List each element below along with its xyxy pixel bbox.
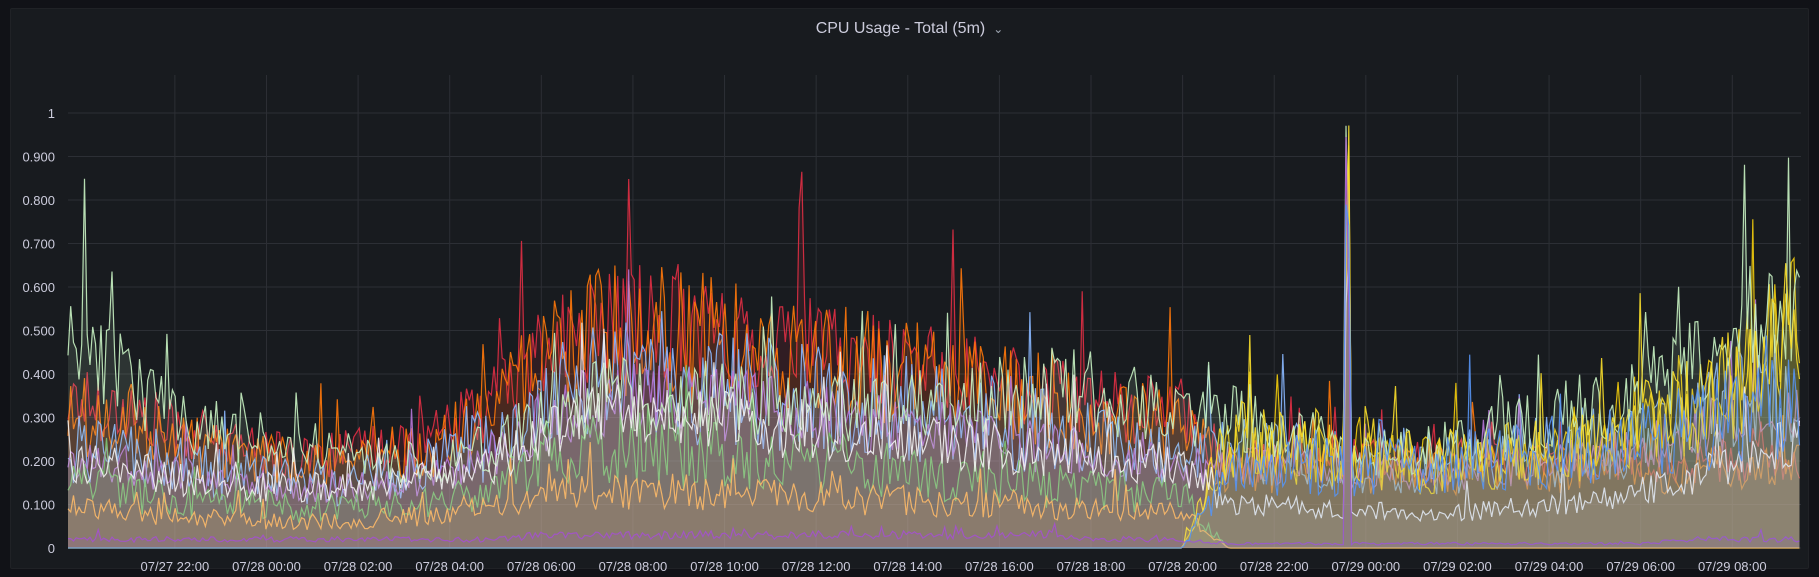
- y-tick-label: 0.300: [22, 411, 55, 426]
- y-tick-label: 0.400: [22, 367, 55, 382]
- series-group: [67, 125, 1801, 549]
- x-tick-label: 07/29 02:00: [1423, 559, 1492, 574]
- y-tick-label: 0.200: [22, 454, 55, 469]
- x-tick-label: 07/28 10:00: [690, 559, 759, 574]
- x-tick-label: 07/29 00:00: [1331, 559, 1400, 574]
- series-area: [68, 258, 1800, 548]
- series-area: [68, 442, 1800, 548]
- series-line: [67, 125, 1801, 485]
- x-tick-label: 07/28 04:00: [415, 559, 484, 574]
- y-tick-label: 0.600: [22, 280, 55, 295]
- chevron-down-icon[interactable]: ⌄: [993, 22, 1004, 36]
- y-tick-label: 0.700: [22, 237, 55, 252]
- y-axis: 0 0.100 0.200 0.300 0.400 0.500 0.600 0.700 0.80…: [22, 106, 55, 556]
- x-tick-label: 07/28 02:00: [324, 559, 393, 574]
- y-tick-label: 0.800: [22, 193, 55, 208]
- y-tick-label: 0.100: [22, 498, 55, 513]
- x-tick-label: 07/28 14:00: [873, 559, 942, 574]
- x-tick-label: 07/29 04:00: [1515, 559, 1584, 574]
- panel-title[interactable]: CPU Usage - Total (5m): [815, 20, 986, 37]
- grid-lines: [68, 75, 1801, 549]
- series-area: [68, 365, 1800, 548]
- x-tick-label: 07/28 22:00: [1240, 559, 1309, 574]
- x-tick-label: 07/28 16:00: [965, 559, 1034, 574]
- series-line: [67, 442, 1800, 549]
- x-tick-label: 07/27 22:00: [141, 559, 210, 574]
- series-line: [67, 258, 1801, 523]
- y-tick-label: 0.900: [22, 150, 55, 165]
- x-tick-label: 07/28 20:00: [1148, 559, 1217, 574]
- series-area: [68, 183, 1800, 548]
- series-line: [67, 168, 1801, 504]
- series-area: [68, 125, 1800, 548]
- x-tick-label: 07/29 08:00: [1698, 559, 1767, 574]
- y-tick-label: 0.500: [22, 324, 55, 339]
- x-tick-label: 07/28 12:00: [782, 559, 851, 574]
- x-tick-label: 07/28 18:00: [1057, 559, 1126, 574]
- x-axis: 07/27 22:00 07/28 00:00 07/28 02:00 07/28 0…: [141, 559, 1767, 574]
- y-tick-label: 0: [48, 541, 55, 556]
- x-tick-label: 07/28 06:00: [507, 559, 576, 574]
- series-line: [68, 136, 1800, 547]
- x-tick-label: 07/28 00:00: [232, 559, 301, 574]
- x-tick-label: 07/29 06:00: [1606, 559, 1675, 574]
- series-line: [68, 204, 1801, 549]
- x-tick-label: 07/28 08:00: [599, 559, 668, 574]
- panel-header[interactable]: CPU Usage - Total (5m) ⌄: [11, 9, 1808, 49]
- y-tick-label: 1: [48, 106, 55, 121]
